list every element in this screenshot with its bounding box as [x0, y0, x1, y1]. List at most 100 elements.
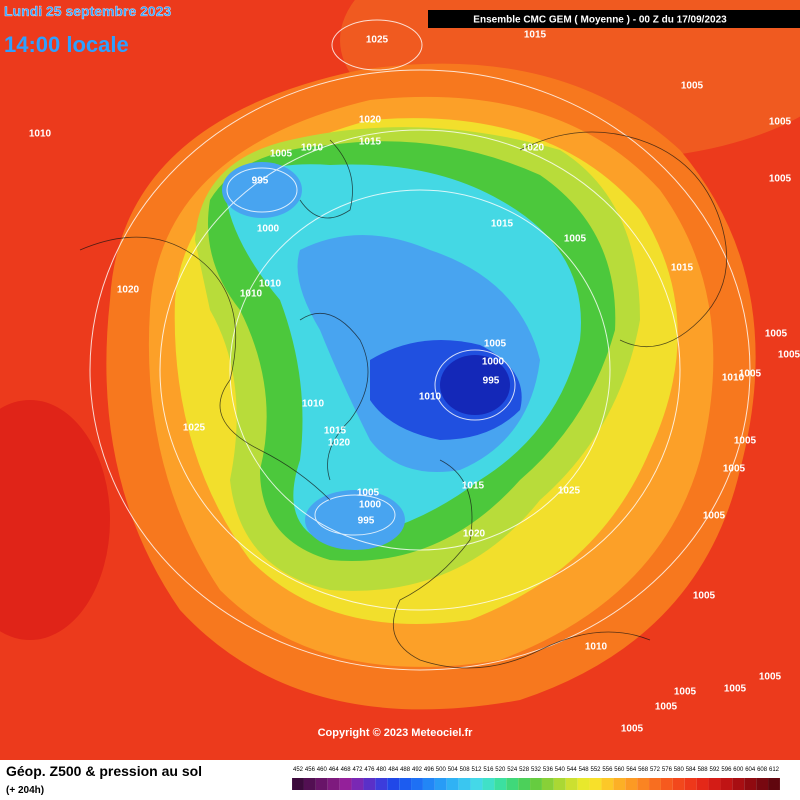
- scale-swatch: [446, 778, 459, 790]
- isobar-label: 995: [358, 516, 375, 527]
- scale-swatch: [458, 778, 471, 790]
- scale-swatch: [756, 778, 769, 790]
- isobar-label: 1015: [359, 137, 382, 148]
- isobar-label: 1015: [671, 263, 694, 274]
- scale-label: 492: [412, 767, 423, 773]
- scale-label: 468: [341, 767, 352, 773]
- scale-swatch: [625, 778, 638, 790]
- scale-label: 552: [590, 767, 601, 773]
- scale-label: 524: [507, 767, 518, 773]
- scale-label: 504: [448, 767, 459, 773]
- isobar-label: 1010: [259, 279, 282, 290]
- isobar-label: 1015: [462, 481, 485, 492]
- scale-swatch: [649, 778, 661, 790]
- isobar-label: 1000: [257, 224, 280, 235]
- isobar-label: 1005: [484, 339, 507, 350]
- scale-swatch: [292, 778, 304, 790]
- scale-label: 452: [293, 767, 304, 773]
- isobar-label: 1020: [117, 285, 140, 296]
- isobar-label: 1020: [359, 115, 382, 126]
- isobar-label: 1005: [778, 350, 800, 361]
- isobar-label: 1010: [240, 289, 263, 300]
- scale-label: 532: [531, 767, 542, 773]
- isobar-label: 1000: [482, 357, 505, 368]
- copyright: Copyright © 2023 Meteociel.fr: [318, 727, 474, 739]
- isobar-label: 995: [483, 376, 500, 387]
- scale-swatch: [553, 778, 566, 790]
- scale-swatch: [363, 778, 376, 790]
- scale-swatch: [482, 778, 495, 790]
- scale-swatch: [303, 778, 316, 790]
- scale-label: 464: [329, 767, 340, 773]
- time: 14:00 locale: [4, 32, 129, 57]
- isobar-label: 1005: [769, 174, 792, 185]
- scale-label: 536: [543, 767, 554, 773]
- scale-swatch: [601, 778, 614, 790]
- isobar-label: 1005: [703, 511, 726, 522]
- scale-label: 488: [400, 767, 411, 773]
- scale-label: 584: [686, 767, 697, 773]
- scale-label: 548: [579, 767, 590, 773]
- scale-label: 512: [471, 767, 482, 773]
- isobar-label: 1015: [524, 30, 547, 41]
- isobar-label: 1020: [522, 143, 545, 154]
- isobar-label: 1000: [359, 500, 382, 511]
- scale-swatch: [387, 778, 400, 790]
- scale-label: 604: [745, 767, 756, 773]
- scale-label: 500: [436, 767, 447, 773]
- isobar-label: 1005: [357, 488, 380, 499]
- scale-swatch: [541, 778, 554, 790]
- scale-swatch: [530, 778, 542, 790]
- scale-swatch: [613, 778, 626, 790]
- isobar-label: 995: [252, 176, 269, 187]
- isobar-label: 1005: [734, 436, 757, 447]
- scale-swatch: [589, 778, 602, 790]
- isobar-label: 1010: [301, 143, 324, 154]
- scale-label: 596: [721, 767, 732, 773]
- scale-swatch: [672, 778, 685, 790]
- isobar-label: 1005: [739, 369, 762, 380]
- scale-swatch: [506, 778, 519, 790]
- scale-label: 608: [757, 767, 768, 773]
- scale-swatch: [637, 778, 650, 790]
- scale-swatch: [399, 778, 412, 790]
- scale-swatch: [315, 778, 328, 790]
- isobar-label: 1010: [302, 399, 325, 410]
- scale-label: 592: [709, 767, 720, 773]
- scale-swatch: [732, 778, 745, 790]
- model-title: Ensemble CMC GEM ( Moyenne ) - 00 Z du 1…: [473, 15, 727, 26]
- isobar-label: 1015: [491, 219, 514, 230]
- scale-label: 560: [614, 767, 625, 773]
- scale-swatch: [434, 778, 447, 790]
- isobar-label: 1020: [328, 438, 351, 449]
- scale-label: 528: [519, 767, 530, 773]
- scale-swatch: [684, 778, 697, 790]
- scale-label: 476: [364, 767, 375, 773]
- scale-label: 588: [698, 767, 709, 773]
- scale-swatch: [339, 778, 352, 790]
- scale-label: 556: [602, 767, 613, 773]
- isobar-label: 1010: [722, 373, 745, 384]
- isobar-label: 1010: [585, 642, 608, 653]
- model-box: [428, 10, 800, 28]
- scale-swatch: [660, 778, 673, 790]
- isobar-label: 1005: [693, 591, 716, 602]
- scale-swatch: [696, 778, 709, 790]
- scale-swatch: [744, 778, 757, 790]
- scale-label: 568: [638, 767, 649, 773]
- isobar-label: 1005: [681, 81, 704, 92]
- scale-swatch: [422, 778, 435, 790]
- scale-label: 576: [662, 767, 673, 773]
- scale-label: 496: [424, 767, 435, 773]
- scale-swatch: [327, 778, 340, 790]
- isobar-label: 1005: [655, 702, 678, 713]
- isobar-label: 1005: [759, 672, 782, 683]
- isobar-label: 1015: [324, 426, 347, 437]
- scale-swatch: [411, 778, 423, 790]
- scale-swatch: [768, 778, 780, 790]
- scale-label: 520: [495, 767, 506, 773]
- scale-label: 540: [555, 767, 566, 773]
- isobar-label: 1005: [621, 724, 644, 735]
- scale-label: 484: [388, 767, 399, 773]
- isobar-label: 1005: [723, 464, 746, 475]
